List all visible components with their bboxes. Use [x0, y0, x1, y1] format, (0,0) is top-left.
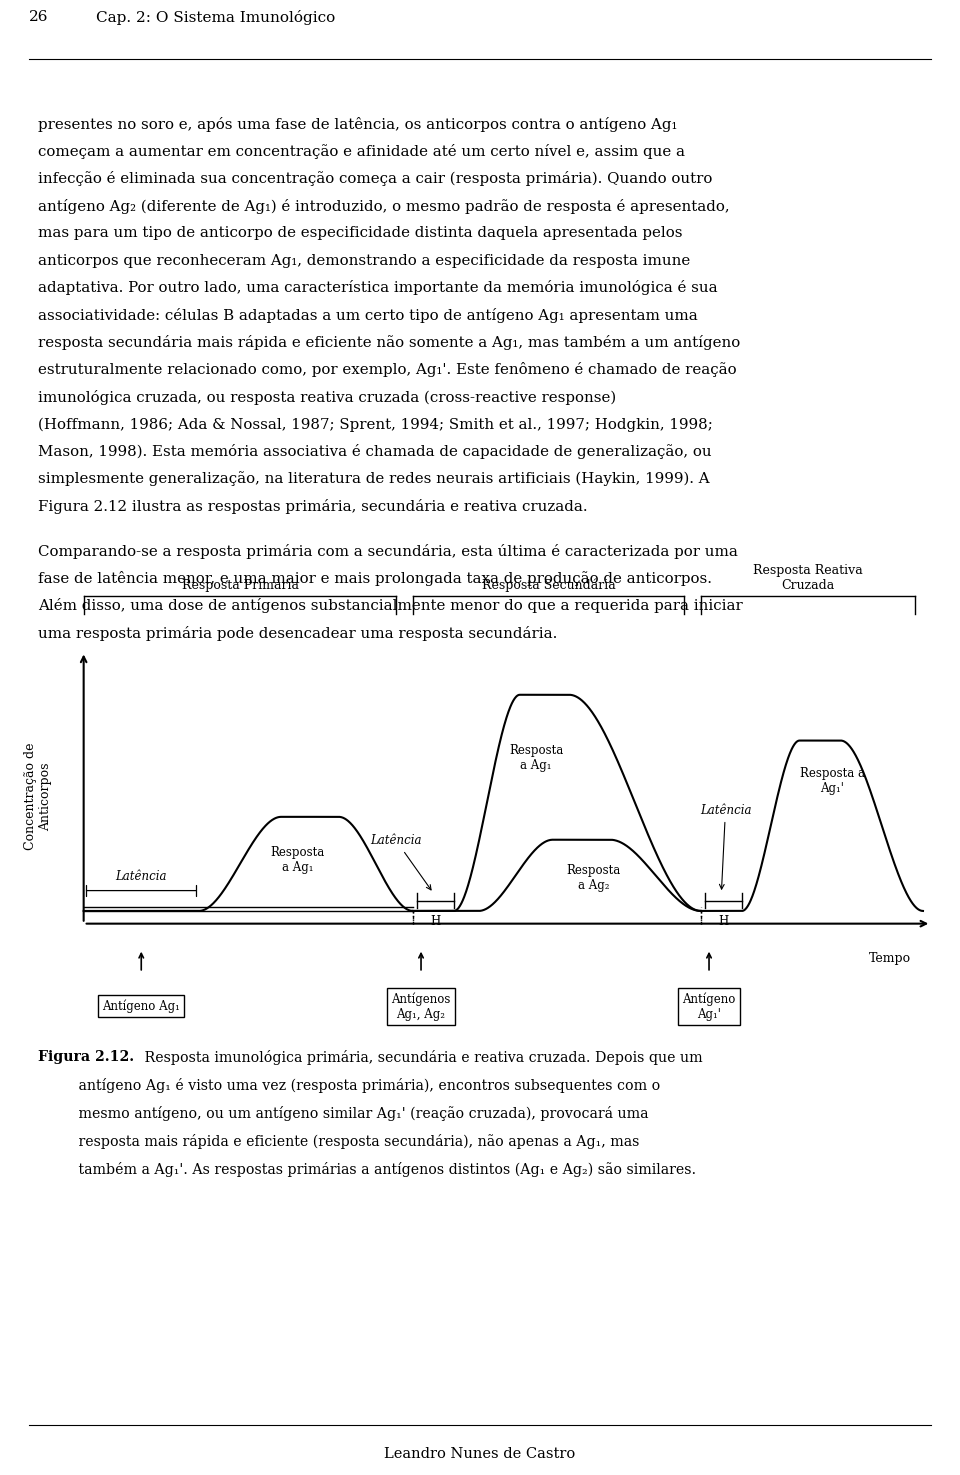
Text: Além disso, uma dose de antígenos substancialmente menor do que a requerida para: Além disso, uma dose de antígenos substa…	[38, 599, 743, 614]
Text: Mason, 1998). Esta memória associativa é chamada de capacidade de generalização,: Mason, 1998). Esta memória associativa é…	[38, 444, 712, 459]
Text: mas para um tipo de anticorpo de especificidade distinta daquela apresentada pel: mas para um tipo de anticorpo de especif…	[38, 227, 683, 240]
Text: antígeno Ag₁ é visto uma vez (resposta primária), encontros subsequentes com o: antígeno Ag₁ é visto uma vez (resposta p…	[38, 1078, 660, 1093]
Text: resposta mais rápida e eficiente (resposta secundária), não apenas a Ag₁, mas: resposta mais rápida e eficiente (respos…	[38, 1134, 639, 1149]
Text: associatividade: células B adaptadas a um certo tipo de antígeno Ag₁ apresentam : associatividade: células B adaptadas a u…	[38, 308, 698, 323]
Text: Antígeno
Ag₁': Antígeno Ag₁'	[683, 993, 735, 1021]
Text: H: H	[718, 914, 729, 928]
Text: Figura 2.12.: Figura 2.12.	[38, 1050, 134, 1063]
Text: H: H	[430, 914, 441, 928]
Text: anticorpos que reconheceram Ag₁, demonstrando a especificidade da resposta imune: anticorpos que reconheceram Ag₁, demonst…	[38, 254, 690, 267]
Text: também a Ag₁'. As respostas primárias a antígenos distintos (Ag₁ e Ag₂) são simi: também a Ag₁'. As respostas primárias a …	[38, 1162, 697, 1177]
Text: Concentração de
Anticorpos: Concentração de Anticorpos	[24, 743, 53, 850]
Text: estruturalmente relacionado como, por exemplo, Ag₁'. Este fenômeno é chamado de : estruturalmente relacionado como, por ex…	[38, 363, 737, 378]
Text: Cap. 2: O Sistema Imunológico: Cap. 2: O Sistema Imunológico	[96, 10, 335, 25]
Text: presentes no soro e, após uma fase de latência, os anticorpos contra o antígeno : presentes no soro e, após uma fase de la…	[38, 117, 678, 131]
Text: começam a aumentar em concentração e afinidade até um certo nível e, assim que a: começam a aumentar em concentração e afi…	[38, 145, 685, 159]
Text: Leandro Nunes de Castro: Leandro Nunes de Castro	[384, 1447, 576, 1462]
Text: Latência: Latência	[700, 804, 752, 889]
Text: Tempo: Tempo	[869, 951, 911, 965]
Text: Resposta
a Ag₂: Resposta a Ag₂	[566, 864, 621, 892]
Text: Antígeno Ag₁: Antígeno Ag₁	[103, 1000, 180, 1013]
Text: imunológica cruzada, ou resposta reativa cruzada (cross-reactive response): imunológica cruzada, ou resposta reativa…	[38, 389, 616, 404]
Text: Latência: Latência	[115, 870, 167, 884]
Text: resposta secundária mais rápida e eficiente não somente a Ag₁, mas também a um a: resposta secundária mais rápida e eficie…	[38, 335, 741, 350]
Text: simplesmente generalização, na literatura de redes neurais artificiais (Haykin, : simplesmente generalização, na literatur…	[38, 472, 710, 487]
Text: 26: 26	[29, 10, 48, 25]
Text: Comparando-se a resposta primária com a secundária, esta última é caracterizada : Comparando-se a resposta primária com a …	[38, 544, 738, 559]
Text: mesmo antígeno, ou um antígeno similar Ag₁' (reação cruzada), provocará uma: mesmo antígeno, ou um antígeno similar A…	[38, 1106, 649, 1121]
Text: Resposta
a Ag₁: Resposta a Ag₁	[271, 847, 324, 875]
Text: Antígenos
Ag₁, Ag₂: Antígenos Ag₁, Ag₂	[392, 993, 450, 1021]
Text: antígeno Ag₂ (diferente de Ag₁) é introduzido, o mesmo padrão de resposta é apre: antígeno Ag₂ (diferente de Ag₁) é introd…	[38, 199, 730, 214]
Text: infecção é eliminada sua concentração começa a cair (resposta primária). Quando : infecção é eliminada sua concentração co…	[38, 171, 712, 186]
Text: Figura 2.12 ilustra as respostas primária, secundária e reativa cruzada.: Figura 2.12 ilustra as respostas primári…	[38, 499, 588, 513]
Text: Resposta Secundária: Resposta Secundária	[482, 578, 615, 593]
Text: Resposta a
Ag₁': Resposta a Ag₁'	[800, 767, 865, 795]
Text: (Hoffmann, 1986; Ada & Nossal, 1987; Sprent, 1994; Smith et al., 1997; Hodgkin, : (Hoffmann, 1986; Ada & Nossal, 1987; Spr…	[38, 417, 713, 432]
Text: Resposta imunológica primária, secundária e reativa cruzada. Depois que um: Resposta imunológica primária, secundári…	[140, 1050, 703, 1065]
Text: fase de latência menor, e uma maior e mais prolongada taxa de produção de antico: fase de latência menor, e uma maior e ma…	[38, 571, 712, 586]
Text: Resposta Reativa
Cruzada: Resposta Reativa Cruzada	[753, 565, 863, 593]
Text: Resposta
a Ag₁: Resposta a Ag₁	[509, 745, 564, 773]
Text: uma resposta primária pode desencadear uma resposta secundária.: uma resposta primária pode desencadear u…	[38, 625, 558, 640]
Text: adaptativa. Por outro lado, uma característica importante da memória imunológica: adaptativa. Por outro lado, uma caracter…	[38, 280, 718, 295]
Text: Resposta Primária: Resposta Primária	[181, 578, 299, 593]
Text: Latência: Latência	[371, 835, 431, 889]
